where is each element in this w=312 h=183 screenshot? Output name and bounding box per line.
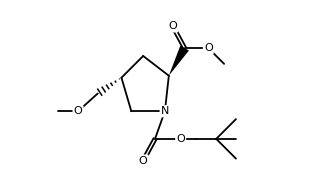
Text: O: O — [74, 106, 82, 116]
Text: O: O — [204, 43, 213, 53]
Text: O: O — [139, 156, 148, 166]
Text: O: O — [168, 21, 177, 31]
Text: N: N — [161, 106, 169, 116]
Polygon shape — [169, 46, 189, 76]
Text: O: O — [176, 134, 185, 144]
